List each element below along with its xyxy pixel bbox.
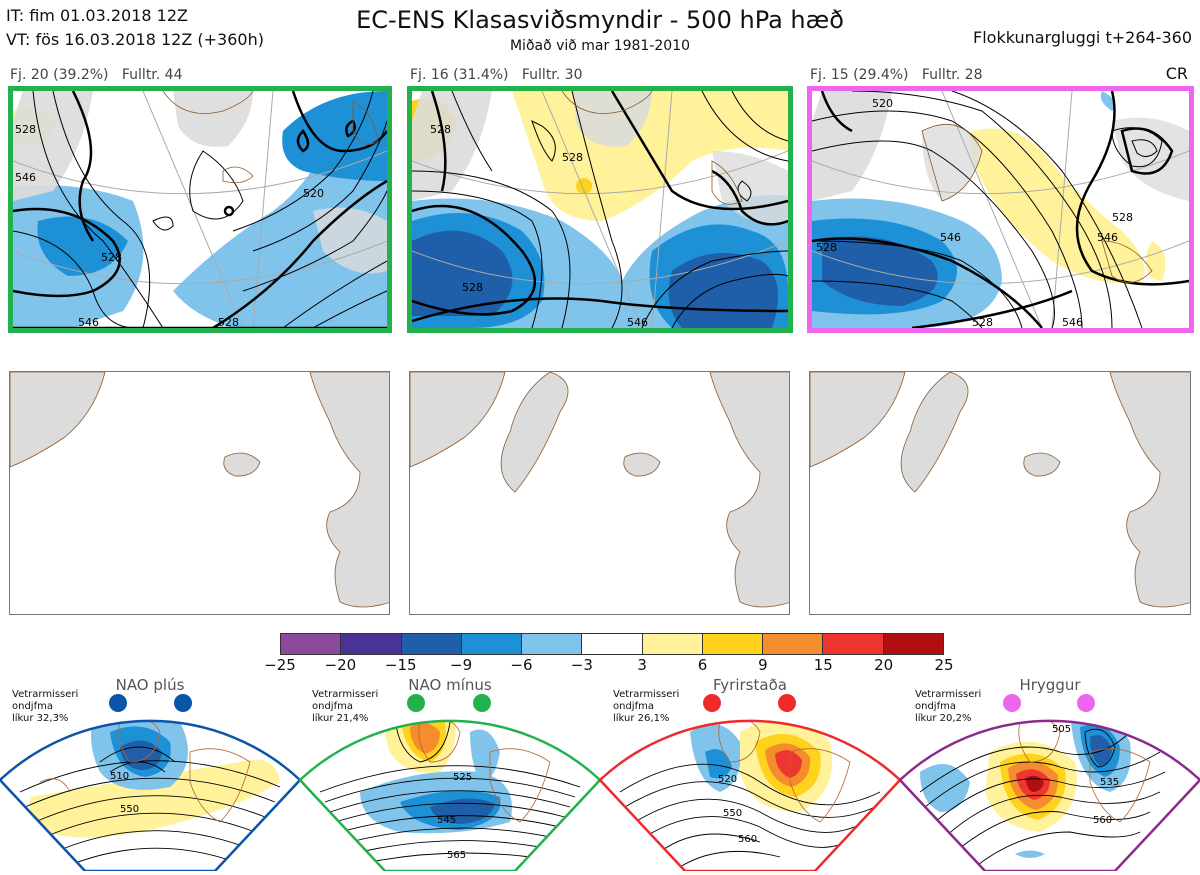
colorbar-swatch bbox=[883, 634, 943, 654]
base-map-3 bbox=[809, 371, 1191, 615]
cluster-1-contour-label: 528 bbox=[101, 251, 122, 264]
initial-time: IT: fim 01.03.2018 12Z bbox=[6, 6, 188, 25]
cluster-3-contour-label: 528 bbox=[1112, 211, 1133, 224]
regime-marker-dot bbox=[1003, 694, 1021, 712]
regime-marker-dot bbox=[703, 694, 721, 712]
colorbar-swatch bbox=[823, 634, 884, 654]
cluster-2-contour-label: 528 bbox=[562, 151, 583, 164]
regime-stats-nao-plus: Vetrarmisseri ondjfma líkur 32,3% bbox=[12, 689, 79, 724]
regime-contour-label: 510 bbox=[110, 771, 129, 782]
cluster-panel-3[interactable]: 520 528 546 546 528 528 546 bbox=[807, 86, 1194, 333]
cluster-3-label: Fj. 15 (29.4%) Fulltr. 28 bbox=[810, 67, 983, 83]
cluster-1-contour-label: 546 bbox=[78, 316, 99, 328]
colorbar-tick-label: 25 bbox=[934, 656, 954, 674]
colorbar-swatch bbox=[281, 634, 342, 654]
colorbar-swatch bbox=[702, 634, 764, 654]
regime-map-blocking bbox=[619, 720, 881, 868]
regime-stats-nao-minus: Vetrarmisseri ondjfma líkur 21,4% bbox=[312, 689, 379, 724]
header-info: IT: fim 01.03.2018 12Z VT: fös 16.03.201… bbox=[6, 4, 264, 52]
colorbar-swatch bbox=[642, 634, 703, 654]
regime-stats-blocking: Vetrarmisseri ondjfma líkur 26,1% bbox=[613, 689, 680, 724]
regime-map-nao-plus bbox=[19, 720, 281, 868]
cluster-map-2: 528 528 528 546 bbox=[412, 91, 788, 328]
regime-marker-dot bbox=[778, 694, 796, 712]
colorbar-tick-label: 6 bbox=[697, 656, 708, 674]
regime-marker-dot bbox=[174, 694, 192, 712]
colorbar-swatch bbox=[522, 634, 583, 654]
base-map-1 bbox=[9, 371, 390, 615]
classification-window: Flokkunargluggi t+264-360 bbox=[973, 28, 1192, 47]
cluster-2-contour-label: 528 bbox=[462, 281, 483, 294]
regime-map-nao-minus bbox=[319, 720, 581, 863]
regime-marker-dot bbox=[473, 694, 491, 712]
cluster-3-contour-label: 546 bbox=[1062, 316, 1083, 328]
colorbar-tick-label: −3 bbox=[570, 656, 593, 674]
cluster-3-contour-label: 528 bbox=[972, 316, 993, 328]
regime-contour-label: 505 bbox=[1052, 724, 1071, 735]
colorbar-tick-label: 3 bbox=[637, 656, 647, 674]
regime-title-blocking: Fyrirstaða bbox=[713, 676, 787, 694]
cluster-3-contour-label: 546 bbox=[940, 231, 961, 244]
cluster-1-contour-label: 528 bbox=[15, 123, 36, 136]
regime-contour-label: 520 bbox=[718, 774, 737, 785]
base-map-2 bbox=[409, 371, 790, 615]
cluster-1-label: Fj. 20 (39.2%) Fulltr. 44 bbox=[10, 67, 183, 83]
regime-map-ridge bbox=[919, 720, 1166, 868]
regime-contour-label: 525 bbox=[453, 772, 472, 783]
colorbar-tick-label: 15 bbox=[813, 656, 833, 674]
colorbar-swatch bbox=[401, 634, 462, 654]
colorbar-swatch bbox=[763, 634, 824, 654]
cluster-1-contour-label: 520 bbox=[303, 187, 324, 200]
cluster-map-1: 528 546 528 520 528 546 bbox=[13, 91, 387, 328]
cluster-panel-2[interactable]: 528 528 528 546 bbox=[407, 86, 793, 333]
colorbar-swatch bbox=[341, 634, 402, 654]
cluster-2-label: Fj. 16 (31.4%) Fulltr. 30 bbox=[410, 67, 583, 83]
page-subtitle: Miðað við mar 1981-2010 bbox=[509, 38, 691, 54]
colorbar-swatch bbox=[461, 634, 523, 654]
regime-contour-label: 545 bbox=[437, 815, 456, 826]
colorbar-tick-label: 9 bbox=[758, 656, 768, 674]
regime-title-nao-minus: NAO mínus bbox=[408, 676, 492, 694]
regime-contour-label: 565 bbox=[447, 850, 466, 861]
colorbar bbox=[280, 633, 944, 655]
cluster-1-contour-label: 528 bbox=[218, 316, 239, 328]
colorbar-tick-label: −9 bbox=[450, 656, 473, 674]
regime-marker-dot bbox=[407, 694, 425, 712]
cr-label: CR bbox=[1165, 64, 1188, 83]
colorbar-tick-label: −15 bbox=[384, 656, 417, 674]
regime-contour-label: 560 bbox=[738, 834, 757, 845]
regime-contour-label: 535 bbox=[1100, 777, 1119, 788]
regime-marker-dot bbox=[109, 694, 127, 712]
regimes-row: 510 550 525 545 565 520 550 560 505 535 … bbox=[0, 672, 1200, 873]
cluster-3-contour-label: 546 bbox=[1097, 231, 1118, 244]
regime-contour-label: 560 bbox=[1093, 815, 1112, 826]
cluster-2-contour-label: 528 bbox=[430, 123, 451, 136]
regime-contour-label: 550 bbox=[723, 808, 742, 819]
colorbar-tick-label: −25 bbox=[264, 656, 296, 674]
colorbar-tick-label: 20 bbox=[874, 656, 894, 674]
colorbar-tick-label: −20 bbox=[324, 656, 357, 674]
cluster-2-contour-label: 546 bbox=[627, 316, 648, 328]
regime-marker-dot bbox=[1077, 694, 1095, 712]
regime-title-ridge: Hryggur bbox=[1019, 676, 1081, 694]
cluster-3-contour-label: 520 bbox=[872, 97, 893, 110]
regime-stats-ridge: Vetrarmisseri ondjfma líkur 20,2% bbox=[915, 689, 982, 724]
cluster-map-3: 520 528 546 546 528 528 546 bbox=[812, 91, 1189, 328]
colorbar-swatch bbox=[582, 634, 643, 654]
cluster-1-contour-label: 546 bbox=[15, 171, 36, 184]
regime-title-nao-plus: NAO plús bbox=[115, 676, 185, 694]
cluster-panel-1[interactable]: 528 546 528 520 528 546 bbox=[8, 86, 392, 333]
valid-time: VT: fös 16.03.2018 12Z (+360h) bbox=[6, 30, 264, 49]
page-title: EC-ENS Klasasviðsmyndir - 500 hPa hæð bbox=[356, 6, 844, 34]
regime-contour-label: 550 bbox=[120, 804, 139, 815]
colorbar-tick-label: −6 bbox=[510, 656, 533, 674]
cluster-3-contour-label: 528 bbox=[816, 241, 837, 254]
